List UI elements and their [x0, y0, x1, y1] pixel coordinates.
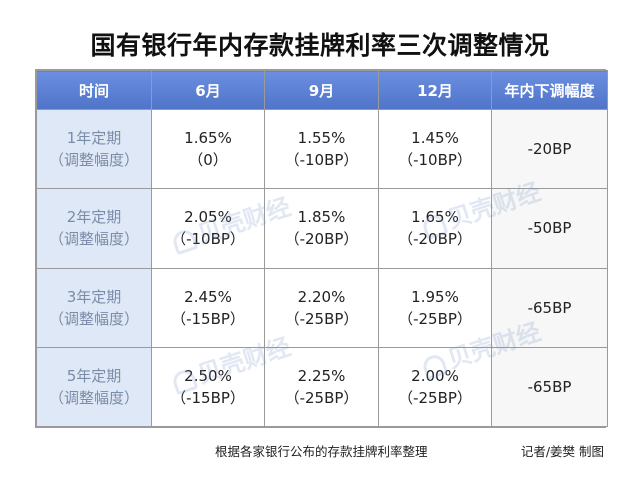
rate-change: （0） [188, 151, 228, 170]
rate-change: （-20BP） [398, 230, 472, 249]
table-header-row: 时间 6月 9月 12月 年内下调幅度 [36, 70, 608, 110]
rates-table: 时间 6月 9月 12月 年内下调幅度 1年定期 （调整幅度） 1.65% （0… [36, 70, 608, 428]
rate-change: （-10BP） [398, 151, 472, 170]
term-label: 5年定期 [66, 366, 122, 385]
table-row: 1年定期 （调整幅度） 1.65% （0） 1.55% （-10BP） 1.45… [36, 108, 608, 190]
term-sublabel: （调整幅度） [48, 151, 139, 170]
annual-cut-cell: -65BP [491, 267, 608, 348]
annual-cut-cell: -50BP [491, 188, 608, 269]
table-row: 2年定期 （调整幅度） 2.05% （-10BP） 1.85% （-20BP） … [36, 188, 608, 269]
annual-cut-cell: -20BP [491, 108, 608, 190]
rate-change: （-25BP） [284, 388, 359, 407]
rate-cell: 1.95% （-25BP） [378, 267, 492, 348]
header-annual-cut: 年内下调幅度 [491, 70, 608, 110]
rate-cell: 1.65% （0） [151, 108, 265, 190]
rate-cell: 1.85% （-20BP） [264, 188, 379, 269]
rate-change: （-10BP） [284, 151, 359, 170]
term-label: 2年定期 [66, 208, 122, 227]
header-time: 时间 [36, 70, 152, 110]
rate-value: 1.95% [411, 287, 459, 306]
rate-value: 1.65% [411, 208, 459, 227]
header-september: 9月 [264, 70, 379, 110]
rate-cell: 1.65% （-20BP） [378, 188, 492, 269]
rate-cell: 2.45% （-15BP） [151, 267, 265, 348]
credit-note: 记者/姜樊 制图 [520, 444, 604, 459]
rate-value: 1.65% [184, 129, 232, 148]
term-cell: 3年定期 （调整幅度） [36, 267, 152, 348]
header-december: 12月 [378, 70, 492, 110]
rate-cell: 1.45% （-10BP） [378, 108, 492, 190]
term-cell: 1年定期 （调整幅度） [36, 108, 152, 190]
rate-value: 2.05% [184, 208, 232, 227]
rate-cell: 2.05% （-10BP） [151, 188, 265, 269]
rate-value: 2.45% [184, 287, 232, 306]
rate-value: 2.00% [411, 366, 459, 385]
rate-cell: 2.50% （-15BP） [151, 346, 265, 428]
rate-value: 2.25% [297, 366, 346, 385]
rate-change: （-25BP） [398, 309, 472, 328]
term-cell: 5年定期 （调整幅度） [36, 346, 152, 428]
rate-cell: 2.25% （-25BP） [264, 346, 379, 428]
rate-change: （-15BP） [171, 388, 245, 407]
rate-value: 2.50% [184, 366, 232, 385]
page-title: 国有银行年内存款挂牌利率三次调整情况 [90, 31, 550, 60]
table-row: 3年定期 （调整幅度） 2.45% （-15BP） 2.20% （-25BP） … [36, 267, 608, 348]
rate-cell: 1.55% （-10BP） [264, 108, 379, 190]
term-sublabel: （调整幅度） [48, 230, 139, 249]
term-cell: 2年定期 （调整幅度） [36, 188, 152, 269]
rate-change: （-10BP） [171, 230, 245, 249]
rate-change: （-20BP） [284, 230, 359, 249]
header-june: 6月 [151, 70, 265, 110]
term-sublabel: （调整幅度） [48, 388, 139, 407]
rate-value: 2.20% [297, 287, 346, 306]
rate-cell: 2.00% （-25BP） [378, 346, 492, 428]
rate-change: （-15BP） [171, 309, 245, 328]
rate-value: 1.45% [411, 129, 459, 148]
rates-table-container: 时间 6月 9月 12月 年内下调幅度 1年定期 （调整幅度） 1.65% （0… [35, 69, 608, 428]
rate-value: 1.85% [297, 208, 346, 227]
rate-value: 1.55% [297, 129, 346, 148]
table-row: 5年定期 （调整幅度） 2.50% （-15BP） 2.25% （-25BP） … [36, 346, 608, 428]
annual-cut-cell: -65BP [491, 346, 608, 428]
rate-change: （-25BP） [284, 309, 359, 328]
term-label: 3年定期 [66, 287, 122, 306]
term-label: 1年定期 [66, 129, 122, 148]
rate-cell: 2.20% （-25BP） [264, 267, 379, 348]
rate-change: （-25BP） [398, 388, 472, 407]
source-note: 根据各家银行公布的存款挂牌利率整理 [215, 444, 428, 459]
term-sublabel: （调整幅度） [48, 309, 139, 328]
